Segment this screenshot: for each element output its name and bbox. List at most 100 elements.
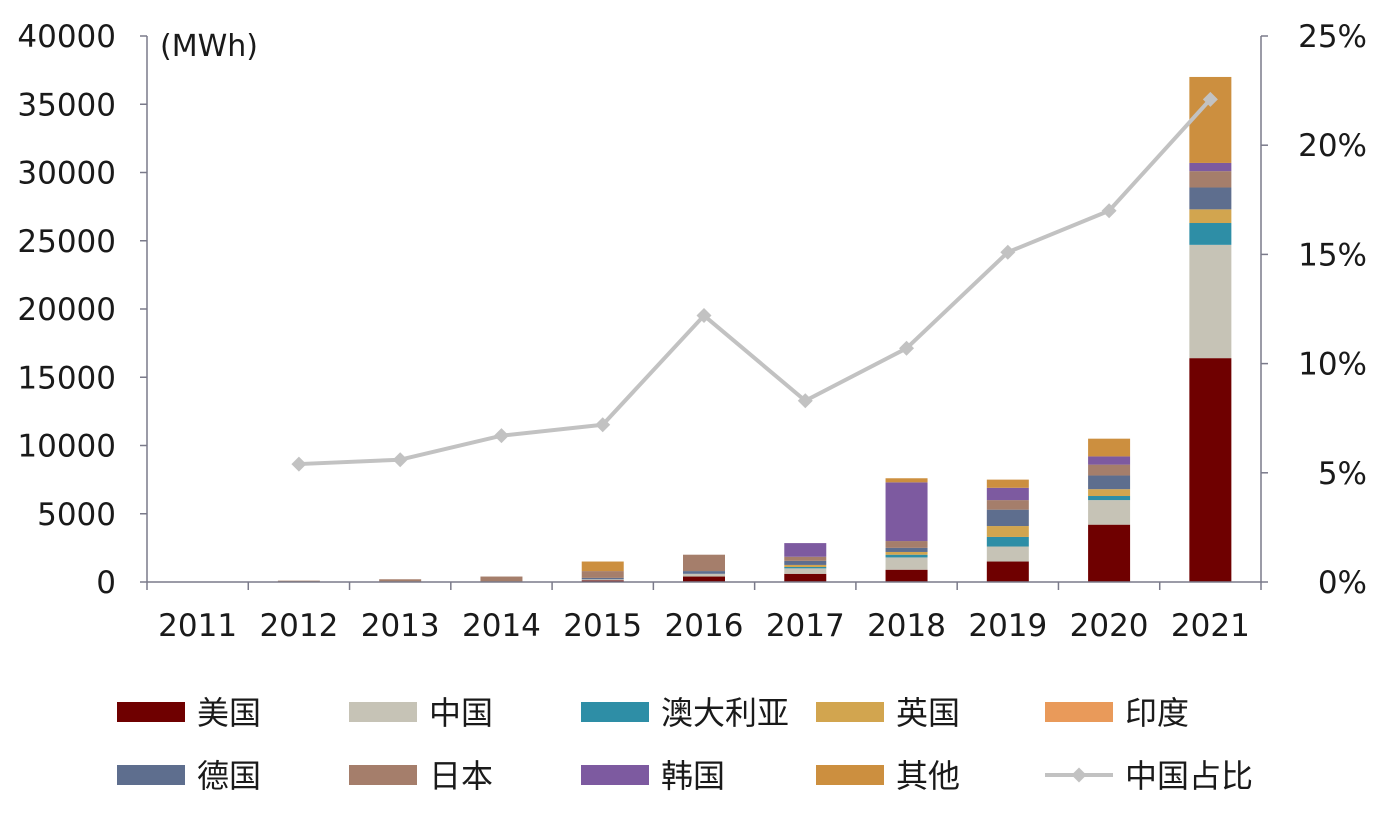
bar-segment-2020-s0 bbox=[1088, 524, 1131, 582]
legend-label-3: 英国 bbox=[896, 694, 960, 732]
x-tick-label-2011: 2011 bbox=[158, 608, 237, 644]
bar-segment-2019-s7 bbox=[986, 487, 1029, 501]
legend-label-9: 中国占比 bbox=[1125, 757, 1253, 795]
bar-segment-2017-s1 bbox=[784, 568, 827, 574]
left-tick-label: 20000 bbox=[17, 292, 116, 328]
china-share-point-2012 bbox=[291, 456, 307, 472]
legend-label-2: 澳大利亚 bbox=[661, 694, 789, 732]
x-tick-label-2017: 2017 bbox=[766, 608, 845, 644]
legend-swatch-8 bbox=[816, 765, 884, 785]
china-share-point-2020 bbox=[1101, 203, 1117, 219]
china-share-point-2015 bbox=[595, 417, 611, 433]
bar-segment-2020-s8 bbox=[1088, 438, 1131, 457]
x-tick-label-2014: 2014 bbox=[462, 608, 541, 644]
x-ticks: 2011 2012 2013 2014 2015 2016 2017 2018 2019 2020… bbox=[146, 582, 1262, 644]
bar-segment-2016-s6 bbox=[683, 554, 725, 572]
bars-layer bbox=[176, 76, 1232, 583]
unit-label: (MWh) bbox=[160, 29, 258, 64]
bar-segment-2018-s0 bbox=[885, 569, 928, 582]
left-tick-label: 10000 bbox=[17, 429, 116, 465]
bar-segment-2018-s6 bbox=[885, 541, 928, 548]
bar-segment-2018-s7 bbox=[885, 482, 928, 542]
bar-segment-2021-s2 bbox=[1189, 223, 1232, 245]
right-tick-label: 0% bbox=[1318, 565, 1367, 601]
left-tick-label: 30000 bbox=[17, 156, 116, 192]
legend-label-1: 中国 bbox=[429, 694, 493, 732]
legend-label-5: 德国 bbox=[197, 757, 261, 795]
bar-segment-2015-s5 bbox=[581, 577, 624, 580]
right-y-ticks: 0% 5% 10% 15% 20% 25% bbox=[1261, 19, 1367, 601]
x-tick-label-2016: 2016 bbox=[665, 608, 744, 644]
bar-segment-2016-s5 bbox=[683, 571, 725, 574]
legend-swatch-4 bbox=[1045, 702, 1113, 722]
legend-swatch-5 bbox=[117, 765, 185, 785]
right-tick-label: 5% bbox=[1318, 456, 1367, 492]
bar-segment-2020-s3 bbox=[1088, 489, 1131, 497]
bar-segment-2017-s3 bbox=[784, 564, 827, 567]
legend-swatch-0 bbox=[117, 702, 185, 722]
left-tick-label: 0 bbox=[96, 565, 116, 601]
bar-segment-2017-s2 bbox=[784, 566, 827, 569]
bar-segment-2021-s5 bbox=[1189, 187, 1232, 210]
bar-segment-2014-s6 bbox=[480, 576, 523, 582]
left-tick-label: 40000 bbox=[17, 19, 116, 55]
left-tick-label: 25000 bbox=[17, 224, 116, 260]
bar-segment-2021-s3 bbox=[1189, 209, 1232, 224]
bar-segment-2018-s1 bbox=[885, 557, 928, 570]
bar-segment-2015-s6 bbox=[581, 571, 624, 578]
legend-label-7: 韩国 bbox=[661, 757, 725, 795]
china-share-point-2014 bbox=[493, 428, 509, 444]
bar-segment-2019-s0 bbox=[986, 561, 1029, 582]
bar-segment-2016-s1 bbox=[683, 573, 725, 577]
bar-segment-2020-s6 bbox=[1088, 464, 1131, 476]
x-tick-label-2020: 2020 bbox=[1070, 608, 1149, 644]
bar-segment-2017-s6 bbox=[784, 556, 827, 561]
legend-swatch-7 bbox=[581, 765, 649, 785]
bar-segment-2017-s0 bbox=[784, 573, 827, 582]
left-tick-label: 5000 bbox=[37, 497, 116, 533]
right-tick-label: 10% bbox=[1298, 347, 1367, 383]
right-tick-label: 25% bbox=[1298, 19, 1367, 55]
bar-segment-2021-s8 bbox=[1189, 76, 1232, 163]
bar-segment-2019-s3 bbox=[986, 526, 1029, 537]
left-y-ticks: 0 5000 10000 15000 20000 25000 30000 35000 40000 bbox=[17, 19, 147, 601]
china-share-point-2013 bbox=[392, 452, 408, 468]
bar-segment-2018-s3 bbox=[885, 551, 928, 555]
china-share-point-2018 bbox=[899, 340, 915, 356]
bar-segment-2021-s6 bbox=[1189, 171, 1232, 188]
bar-segment-2019-s8 bbox=[986, 479, 1029, 488]
bar-segment-2021-s1 bbox=[1189, 244, 1232, 359]
bar-segment-2018-s2 bbox=[885, 554, 928, 558]
bar-segment-2019-s6 bbox=[986, 500, 1029, 510]
right-tick-label: 20% bbox=[1298, 128, 1367, 164]
china-share-line-layer bbox=[291, 91, 1218, 472]
bar-segment-2017-s7 bbox=[784, 543, 827, 557]
bar-segment-2017-s5 bbox=[784, 560, 827, 565]
bar-segment-2020-s7 bbox=[1088, 456, 1131, 465]
bar-segment-2015-s1 bbox=[581, 579, 624, 581]
x-tick-label-2018: 2018 bbox=[867, 608, 946, 644]
bar-segment-2018-s8 bbox=[885, 478, 928, 483]
china-share-line bbox=[298, 97, 1212, 467]
legend-label-0: 美国 bbox=[197, 694, 261, 732]
bar-segment-2019-s5 bbox=[986, 509, 1029, 527]
bar-segment-2018-s5 bbox=[885, 547, 928, 552]
china-share-point-2017 bbox=[797, 393, 813, 409]
left-tick-label: 35000 bbox=[17, 87, 116, 123]
bar-segment-2021-s0 bbox=[1189, 358, 1232, 582]
legend-label-6: 日本 bbox=[429, 757, 493, 795]
china-share-point-2016 bbox=[696, 308, 712, 324]
legend-swatch-1 bbox=[349, 702, 417, 722]
right-tick-label: 15% bbox=[1298, 237, 1367, 273]
bar-segment-2015-s0 bbox=[581, 580, 624, 582]
legend-label-4: 印度 bbox=[1125, 694, 1189, 732]
legend-swatch-6 bbox=[349, 765, 417, 785]
bar-segment-2020-s2 bbox=[1088, 496, 1131, 501]
china-share-point-2021 bbox=[1202, 91, 1218, 107]
left-tick-label: 15000 bbox=[17, 360, 116, 396]
legend-label-8: 其他 bbox=[896, 757, 960, 795]
x-tick-label-2021: 2021 bbox=[1171, 608, 1250, 644]
